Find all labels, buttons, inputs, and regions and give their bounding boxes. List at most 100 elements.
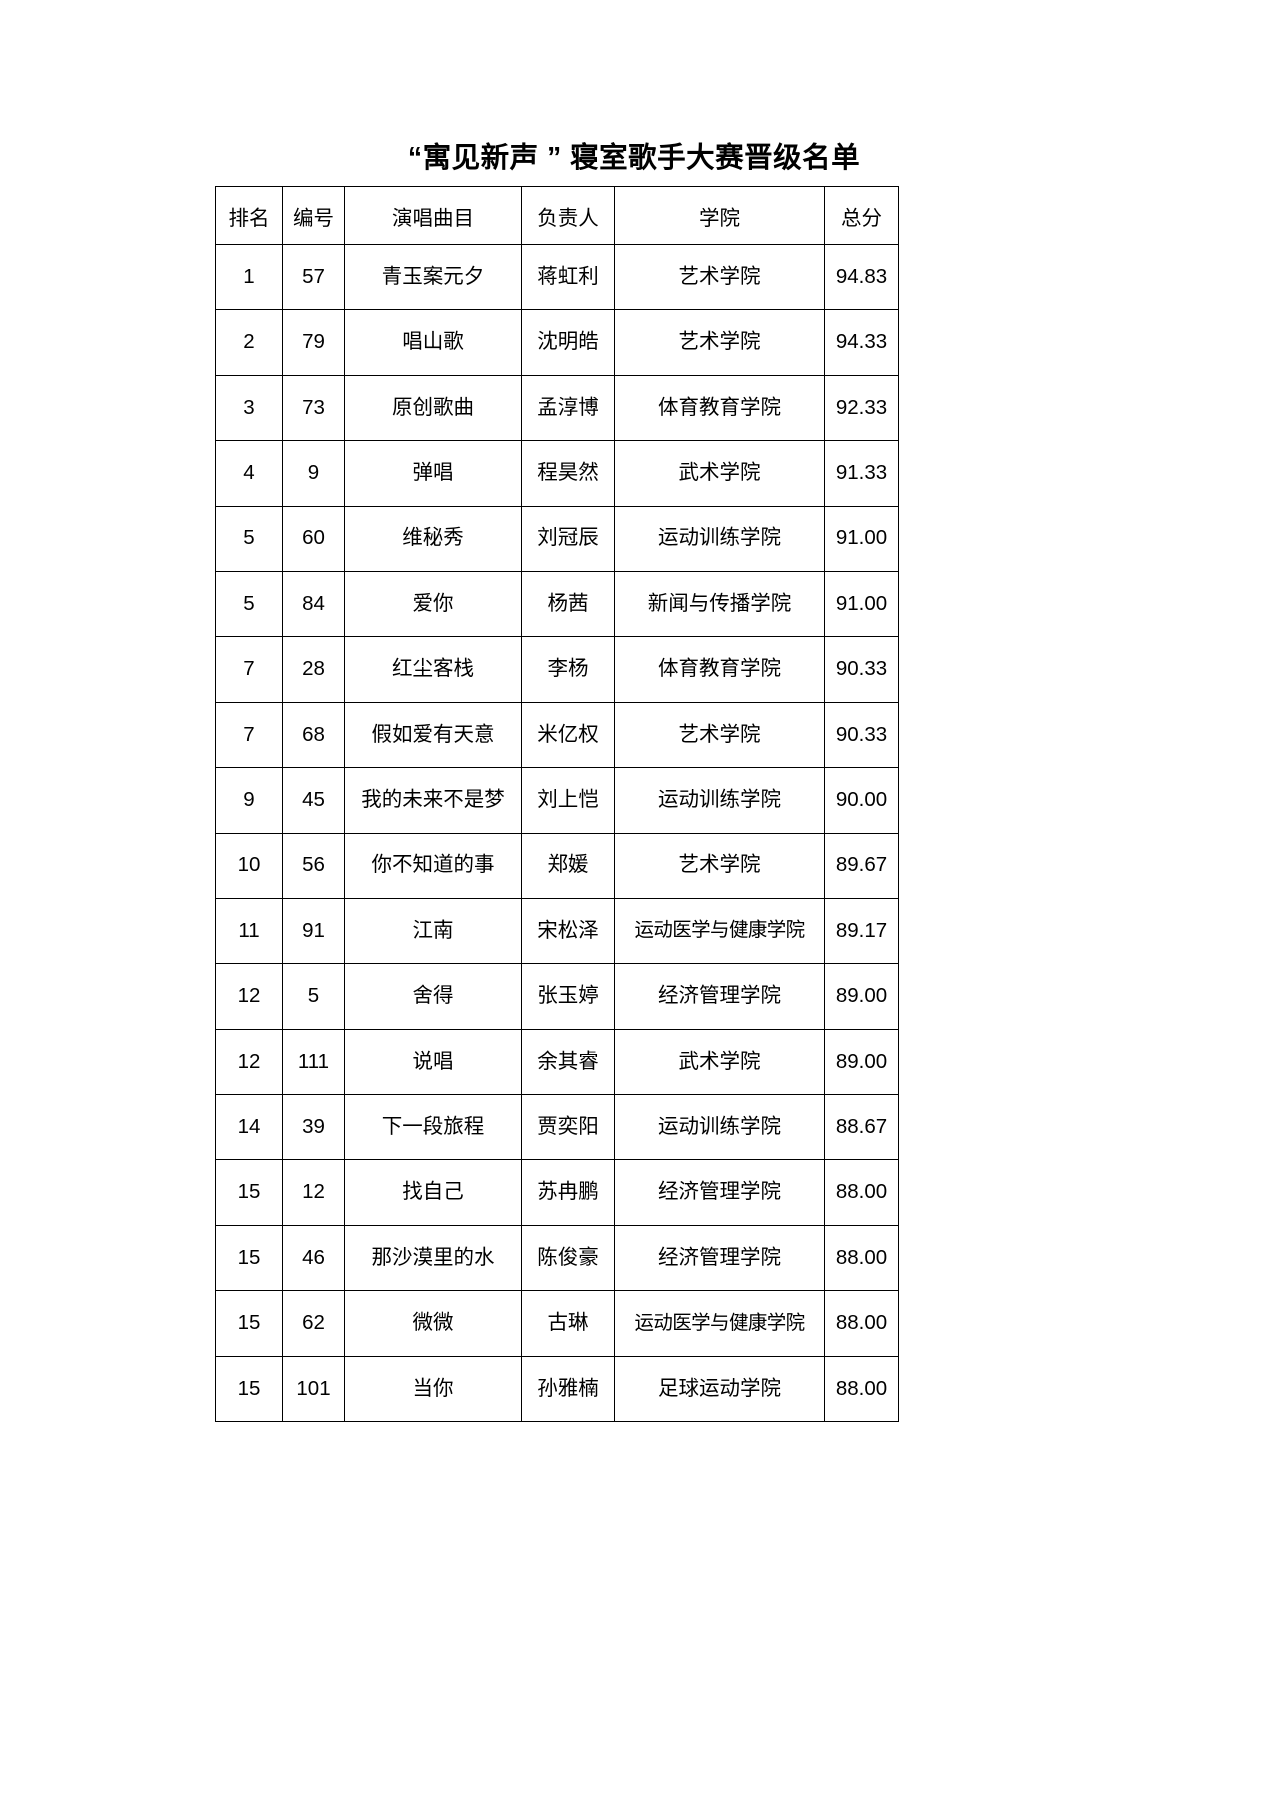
cell-song: 维秘秀: [344, 505, 522, 572]
cell-number: 60: [282, 505, 345, 572]
cell-rank: 3: [215, 374, 283, 442]
cell-number-text: 5: [307, 984, 320, 1008]
cell-college: 武术学院: [614, 1028, 825, 1096]
cell-rank: 5: [215, 505, 283, 572]
cell-college: 运动医学与健康学院: [614, 1290, 825, 1357]
cell-rank-text: 15: [237, 1376, 261, 1400]
table-row: 5 60 维秘秀 刘冠辰 运动训练学院 91.00: [215, 505, 899, 572]
cell-leader-text: 刘冠辰: [537, 526, 599, 550]
table-row: 3 73 原创歌曲 孟淳博 体育教育学院 92.33: [215, 374, 899, 442]
cell-score-text: 91.00: [835, 591, 888, 615]
cell-score: 88.00: [824, 1355, 899, 1423]
cell-number-text: 62: [302, 1311, 325, 1335]
cell-college-text: 经济管理学院: [658, 1180, 781, 1204]
cell-college-text: 运动训练学院: [658, 1115, 781, 1138]
table-row: 15 101 当你 孙雅楠 足球运动学院 88.00: [215, 1355, 899, 1423]
cell-rank: 9: [215, 767, 283, 834]
ranking-table-container: 排名 编号 演唱曲目 负责人 学院 总分 1 57 青玉案元夕 蒋虹利 艺术学院 94.8…: [215, 186, 899, 1423]
column-header-college: 学院: [614, 186, 825, 245]
table-row: 7 68 假如爱有天意 米亿权 艺术学院 90.33: [215, 701, 899, 769]
cell-rank-text: 12: [237, 1049, 261, 1073]
cell-number: 57: [282, 243, 345, 311]
cell-leader: 郑媛: [521, 832, 615, 899]
cell-leader-text: 孙雅楠: [537, 1376, 599, 1400]
cell-number: 45: [282, 767, 345, 834]
cell-score-text: 88.00: [835, 1245, 888, 1269]
cell-rank-text: 9: [243, 788, 255, 812]
cell-number: 5: [282, 963, 345, 1030]
cell-college-text: 运动医学与健康学院: [634, 919, 805, 942]
cell-college: 艺术学院: [614, 309, 825, 376]
cell-song: 弹唱: [344, 440, 522, 507]
cell-score: 89.67: [824, 832, 899, 899]
cell-number-text: 28: [302, 657, 325, 681]
cell-score: 88.00: [824, 1290, 899, 1357]
cell-college: 足球运动学院: [614, 1355, 825, 1423]
cell-leader: 苏冉鹏: [521, 1159, 615, 1226]
column-header-song: 演唱曲目: [344, 186, 522, 245]
ranking-table: 排名 编号 演唱曲目 负责人 学院 总分 1 57 青玉案元夕 蒋虹利 艺术学院 94.8…: [215, 186, 899, 1423]
cell-college-text: 新闻与传播学院: [647, 591, 792, 615]
cell-song: 江南: [344, 897, 522, 965]
cell-rank-text: 15: [237, 1180, 261, 1204]
cell-song-text: 弹唱: [412, 461, 454, 485]
cell-score: 91.00: [824, 505, 899, 572]
cell-rank: 15: [215, 1355, 283, 1423]
cell-college: 经济管理学院: [614, 1159, 825, 1226]
cell-song: 唱山歌: [344, 309, 522, 376]
cell-college-text: 体育教育学院: [658, 395, 781, 419]
cell-number-text: 73: [302, 395, 325, 419]
cell-score: 88.67: [824, 1094, 899, 1161]
cell-leader: 杨茜: [521, 570, 615, 638]
cell-leader-text: 杨茜: [547, 591, 589, 615]
table-row: 10 56 你不知道的事 郑媛 艺术学院 89.67: [215, 832, 899, 899]
cell-college: 体育教育学院: [614, 374, 825, 442]
table-row: 15 46 那沙漠里的水 陈俊豪 经济管理学院 88.00: [215, 1224, 899, 1292]
cell-rank-text: 5: [243, 526, 255, 550]
cell-rank-text: 1: [243, 264, 255, 288]
cell-score: 88.00: [824, 1159, 899, 1226]
cell-song: 原创歌曲: [344, 374, 522, 442]
cell-rank-text: 15: [237, 1245, 261, 1269]
cell-college: 运动训练学院: [614, 767, 825, 834]
cell-number: 39: [282, 1094, 345, 1161]
cell-leader: 张玉婷: [521, 963, 615, 1030]
page-title: “寓见新声 ” 寝室歌手大赛晋级名单: [407, 142, 861, 174]
cell-college: 运动训练学院: [614, 505, 825, 572]
cell-college-text: 艺术学院: [678, 264, 761, 288]
cell-leader: 余其睿: [521, 1028, 615, 1096]
cell-number: 111: [282, 1028, 345, 1096]
table-row: 5 84 爱你 杨茜 新闻与传播学院 91.00: [215, 570, 899, 638]
cell-rank-text: 14: [237, 1115, 261, 1138]
cell-song-text: 假如爱有天意: [371, 722, 495, 746]
cell-number: 84: [282, 570, 345, 638]
cell-rank-text: 10: [237, 853, 261, 877]
cell-leader: 孙雅楠: [521, 1355, 615, 1423]
cell-number-text: 111: [297, 1049, 330, 1073]
cell-number: 62: [282, 1290, 345, 1357]
cell-song-text: 舍得: [412, 984, 454, 1008]
cell-number: 91: [282, 897, 345, 965]
cell-number: 56: [282, 832, 345, 899]
cell-number-text: 101: [296, 1376, 331, 1400]
column-header-number: 编号: [282, 186, 345, 245]
cell-leader: 刘冠辰: [521, 505, 615, 572]
cell-score: 90.00: [824, 767, 899, 834]
cell-number: 73: [282, 374, 345, 442]
cell-number-text: 9: [307, 461, 320, 485]
cell-song-text: 找自己: [402, 1180, 464, 1204]
cell-college-text: 艺术学院: [678, 330, 761, 354]
cell-song: 假如爱有天意: [344, 701, 522, 769]
cell-score-text: 90.33: [835, 657, 888, 681]
cell-number-text: 57: [302, 264, 325, 288]
cell-rank-text: 11: [238, 918, 260, 942]
cell-leader-text: 余其睿: [537, 1049, 599, 1073]
cell-rank: 15: [215, 1224, 283, 1292]
cell-number: 12: [282, 1159, 345, 1226]
cell-college-text: 运动训练学院: [658, 526, 781, 550]
cell-song: 爱你: [344, 570, 522, 638]
cell-rank-text: 3: [243, 395, 255, 419]
cell-score: 94.33: [824, 309, 899, 376]
cell-leader: 刘上恺: [521, 767, 615, 834]
cell-score-text: 90.00: [835, 788, 888, 812]
